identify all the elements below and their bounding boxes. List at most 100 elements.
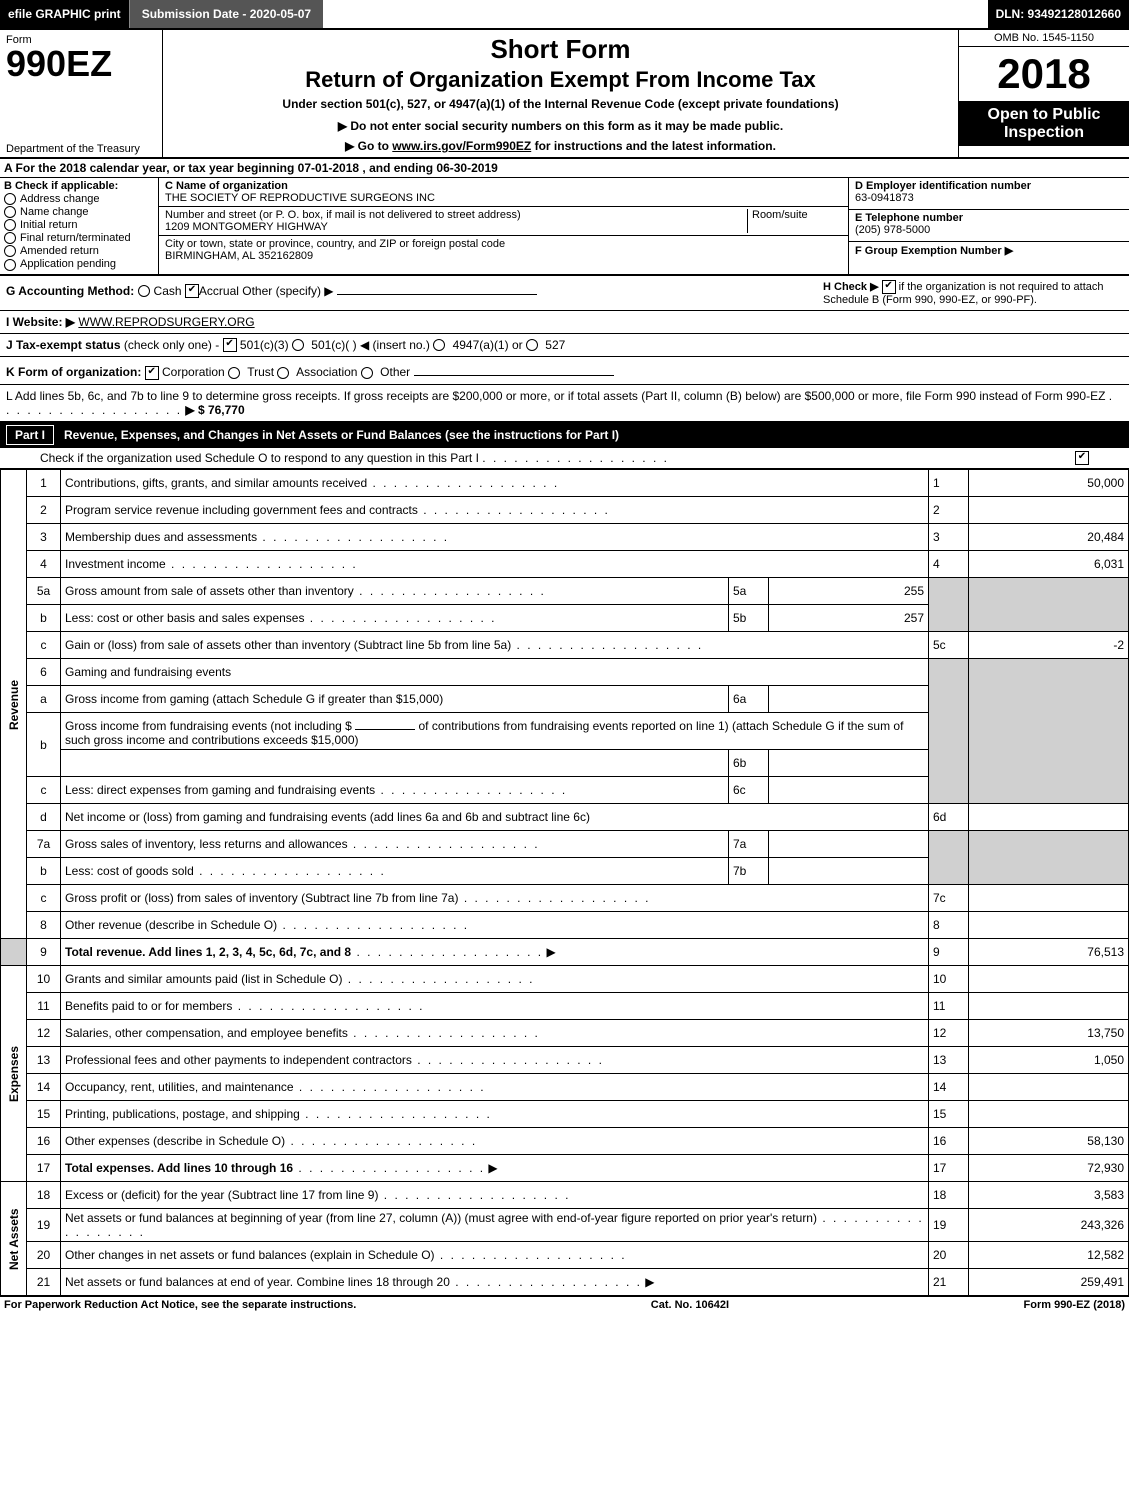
line-num: 8 — [27, 912, 61, 939]
line-desc: Investment income — [65, 557, 166, 571]
line-8: 8 Other revenue (describe in Schedule O)… — [1, 912, 1129, 939]
part1-subrow: Check if the organization used Schedule … — [0, 448, 1129, 469]
ein-value: 63-0941873 — [855, 192, 1123, 204]
j-4947-radio[interactable] — [433, 339, 445, 351]
org-name-label: C Name of organization — [165, 180, 842, 192]
line-desc: Gain or (loss) from sale of assets other… — [65, 638, 511, 652]
room-suite-label: Room/suite — [747, 209, 842, 233]
tax-period-row: A For the 2018 calendar year, or tax yea… — [0, 159, 1129, 178]
line-num: 6 — [27, 659, 61, 686]
chk-initial-return[interactable]: Initial return — [4, 219, 154, 231]
grey-cell — [929, 659, 969, 804]
line-4: 4 Investment income 4 6,031 — [1, 551, 1129, 578]
department-label: Department of the Treasury — [6, 143, 140, 155]
ssn-notice: ▶ Do not enter social security numbers o… — [173, 119, 948, 133]
period-end: 06-30-2019 — [436, 161, 497, 175]
j-4947-label: 4947(a)(1) or — [453, 338, 523, 352]
line-num: 2 — [27, 497, 61, 524]
sub-val: 255 — [768, 578, 928, 605]
arrow-icon — [543, 945, 556, 959]
chk-address-change[interactable]: Address change — [4, 193, 154, 205]
irs-link[interactable]: www.irs.gov/Form990EZ — [392, 139, 531, 153]
sub-val — [768, 750, 928, 777]
line-desc: Net assets or fund balances at end of ye… — [65, 1275, 450, 1289]
grey-cell — [929, 831, 969, 885]
k-other-input[interactable] — [414, 361, 614, 376]
open-to-public: Open to Public Inspection — [959, 102, 1129, 146]
g-cash-label: Cash — [154, 284, 182, 298]
chk-amended-return[interactable]: Amended return — [4, 245, 154, 257]
k-other-radio[interactable] — [361, 367, 373, 379]
k-corp-checkbox[interactable]: ✔ — [145, 366, 159, 380]
j-501c-radio[interactable] — [292, 339, 304, 351]
g-cash-radio[interactable] — [138, 285, 150, 297]
h-checkbox[interactable]: ✔ — [882, 280, 896, 294]
form-of-org-row: K Form of organization: ✔ Corporation Tr… — [0, 357, 1129, 385]
section-b-label: B Check if applicable: — [4, 180, 154, 192]
gross-receipts-row: L Add lines 5b, 6c, and 7b to line 9 to … — [0, 385, 1129, 422]
chk-application-pending[interactable]: Application pending — [4, 258, 154, 270]
tax-year: 2018 — [959, 47, 1129, 102]
line-desc: Other revenue (describe in Schedule O) — [65, 918, 277, 932]
line-mn: 19 — [929, 1209, 969, 1242]
line-desc: Gross profit or (loss) from sales of inv… — [65, 891, 458, 905]
line-mv: 3,583 — [969, 1182, 1129, 1209]
line-mn: 8 — [929, 912, 969, 939]
page-footer: For Paperwork Reduction Act Notice, see … — [0, 1296, 1129, 1313]
form-990ez-page: efile GRAPHIC print Submission Date - 20… — [0, 0, 1129, 1313]
section-def: D Employer identification number 63-0941… — [848, 178, 1129, 274]
j-501c3-checkbox[interactable]: ✔ — [223, 338, 237, 352]
form-number-block: Form 990EZ Department of the Treasury — [0, 30, 163, 157]
line-mn: 14 — [929, 1074, 969, 1101]
k-trust-radio[interactable] — [228, 367, 240, 379]
footer-center: Cat. No. 10642I — [356, 1299, 1023, 1311]
line-desc: Membership dues and assessments — [65, 530, 257, 544]
line-5a: 5a Gross amount from sale of assets othe… — [1, 578, 1129, 605]
org-name: THE SOCIETY OF REPRODUCTIVE SURGEONS INC — [165, 192, 842, 204]
line-14: 14 Occupancy, rent, utilities, and maint… — [1, 1074, 1129, 1101]
line-mn: 3 — [929, 524, 969, 551]
part1-schedule-o-checkbox[interactable]: ✔ — [1075, 451, 1089, 465]
line-num: 7a — [27, 831, 61, 858]
line-mn: 20 — [929, 1242, 969, 1269]
line-6d: d Net income or (loss) from gaming and f… — [1, 804, 1129, 831]
line-mn: 9 — [929, 939, 969, 966]
k-assoc-radio[interactable] — [277, 367, 289, 379]
expenses-side-label: Expenses — [1, 966, 27, 1182]
j-527-radio[interactable] — [526, 339, 538, 351]
g-other-input[interactable] — [337, 280, 537, 295]
line-mn: 13 — [929, 1047, 969, 1074]
line-desc: Benefits paid to or for members — [65, 999, 232, 1013]
k-label: K Form of organization: — [6, 365, 141, 379]
j-insert: ◀ (insert no.) — [360, 338, 430, 352]
line-mn: 11 — [929, 993, 969, 1020]
fundraising-contrib-input[interactable] — [355, 715, 415, 730]
section-b: B Check if applicable: Address change Na… — [0, 178, 159, 274]
line-mv — [969, 1074, 1129, 1101]
line-mv — [969, 885, 1129, 912]
g-accrual-checkbox[interactable]: ✔ — [185, 284, 199, 298]
efile-print-button[interactable]: efile GRAPHIC print — [0, 0, 129, 28]
line-desc: Other changes in net assets or fund bala… — [65, 1248, 435, 1262]
sub-val — [768, 831, 928, 858]
line-num: a — [27, 686, 61, 713]
line-desc: Less: cost of goods sold — [65, 864, 194, 878]
return-title: Return of Organization Exempt From Incom… — [173, 67, 948, 93]
line-mv — [969, 966, 1129, 993]
line-mv — [969, 497, 1129, 524]
j-label: J Tax-exempt status — [6, 338, 121, 352]
k-assoc-label: Association — [296, 365, 357, 379]
line-19: 19 Net assets or fund balances at beginn… — [1, 1209, 1129, 1242]
g-accrual-label: Accrual — [199, 284, 239, 298]
line-2: 2 Program service revenue including gove… — [1, 497, 1129, 524]
chk-final-return[interactable]: Final return/terminated — [4, 232, 154, 244]
grey-cell — [969, 578, 1129, 632]
line-mv: 13,750 — [969, 1020, 1129, 1047]
website-link[interactable]: WWW.REPRODSURGERY.ORG — [78, 315, 254, 329]
sub-num: 6b — [728, 750, 768, 777]
sub-val: 257 — [768, 605, 928, 632]
line-mv — [969, 993, 1129, 1020]
chk-name-change[interactable]: Name change — [4, 206, 154, 218]
j-501c3-label: 501(c)(3) — [240, 338, 289, 352]
sub-val — [768, 686, 928, 713]
